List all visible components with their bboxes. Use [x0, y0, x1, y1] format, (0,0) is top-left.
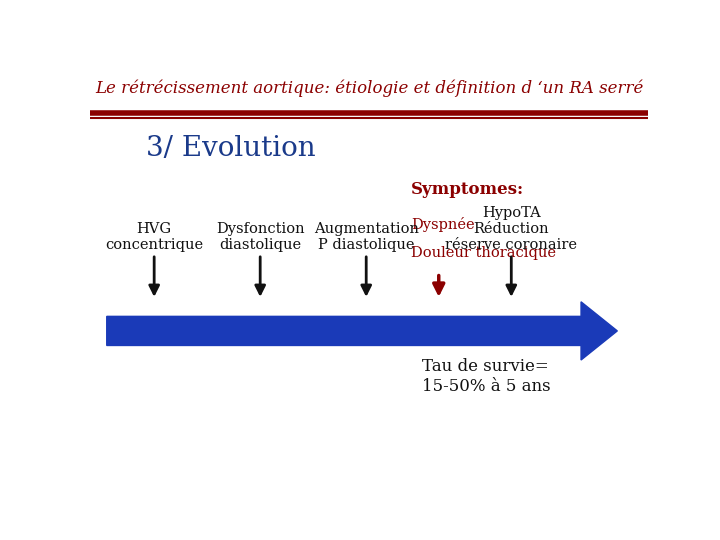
Text: Symptomes:: Symptomes: [411, 181, 524, 198]
Text: Augmentation
P diastolique: Augmentation P diastolique [314, 222, 419, 252]
Text: 3/ Evolution: 3/ Evolution [145, 136, 315, 163]
Text: Tau de survie=
15-50% à 5 ans: Tau de survie= 15-50% à 5 ans [422, 358, 551, 395]
Text: Douleur thoracique: Douleur thoracique [411, 246, 556, 260]
Text: HypoTA
Réduction
réserve coronaire: HypoTA Réduction réserve coronaire [445, 206, 577, 252]
Text: Dyspnée: Dyspnée [411, 217, 474, 232]
Text: HVG
concentrique: HVG concentrique [105, 222, 203, 252]
Text: Le rétrécissement aortique: étiologie et définition d ‘un RA serré: Le rétrécissement aortique: étiologie et… [95, 79, 643, 97]
Text: Dysfonction
diastolique: Dysfonction diastolique [216, 222, 305, 252]
FancyArrow shape [107, 302, 617, 360]
